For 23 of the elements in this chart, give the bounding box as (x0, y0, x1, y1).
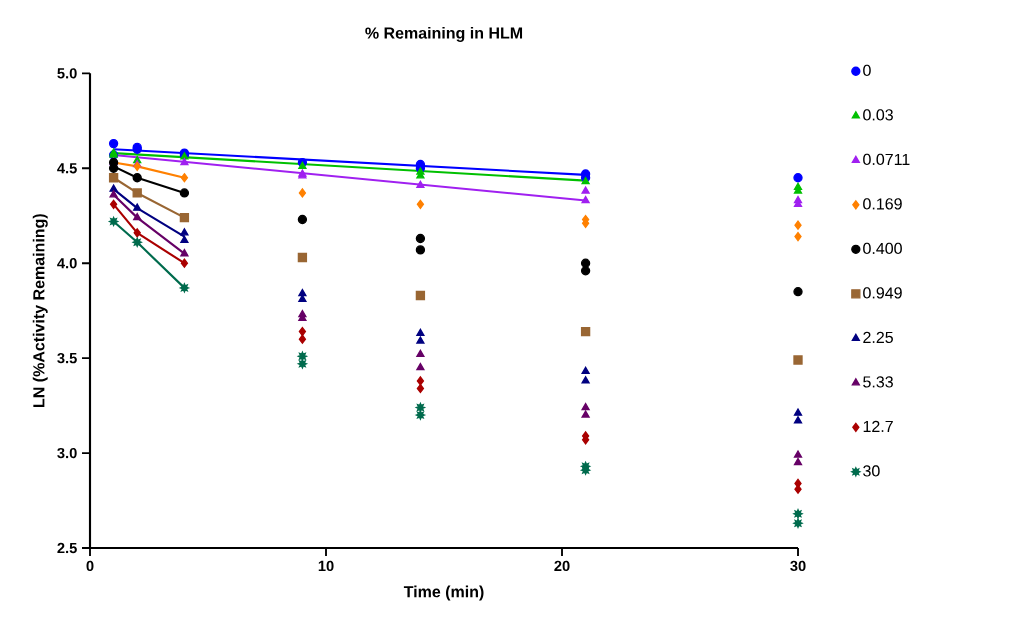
y-axis-title: LN (%Activity Remaining) (32, 214, 48, 407)
legend-label: 30 (863, 465, 880, 477)
y-tick-label: 4.0 (57, 258, 77, 269)
legend-label: 0.169 (863, 198, 902, 210)
y-tick-label: 3.0 (57, 447, 77, 459)
y-tick-label: 5.0 (57, 68, 77, 79)
y-tick-label: 3.5 (57, 352, 77, 364)
legend-label: 12.7 (863, 420, 893, 432)
x-tick-label: 10 (318, 560, 334, 572)
legend-label: 0.949 (863, 287, 902, 299)
legend-label: 0.0711 (863, 153, 910, 166)
legend-label: 0.03 (863, 109, 893, 121)
legend-label: 0.400 (863, 242, 902, 255)
x-tick-label: 0 (86, 560, 94, 572)
x-tick-label: 20 (554, 560, 570, 572)
legend-label: 5.33 (863, 376, 893, 388)
chart-title: % Remaining in HLM (365, 26, 523, 42)
x-tick-label: 30 (790, 560, 806, 572)
x-axis-title: Time (min) (403, 585, 484, 601)
y-tick-label: 2.5 (57, 542, 77, 554)
y-tick-label: 4.5 (57, 163, 77, 174)
legend-label: 0 (863, 64, 871, 77)
legend-label: 2.25 (863, 331, 893, 344)
